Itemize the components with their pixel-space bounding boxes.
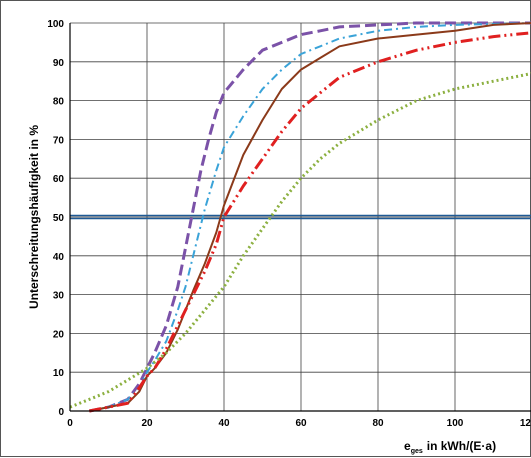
series-line-5 [69, 72, 531, 409]
reference-line-group [70, 214, 531, 220]
y-axis-title: Unterschreitungshäufigkeit in % [27, 125, 41, 309]
series-line-1 [89, 21, 531, 413]
y-tick-label: 10 [53, 368, 65, 379]
x-tick-label: 0 [67, 418, 73, 429]
x-tick-label: 20 [141, 418, 153, 429]
tick-labels: 0 10 20 30 40 50 60 70 80 90 100 0 20 40 60 80 100 12 [47, 19, 531, 429]
series-line-2 [89, 22, 531, 412]
x-tick-label: 80 [372, 418, 384, 429]
series-group [69, 21, 531, 413]
x-tick-label: 40 [218, 418, 230, 429]
y-tick-label: 90 [53, 58, 65, 69]
series-line-3 [89, 22, 531, 412]
x-axis-title: eges in kWh/(E·a) [404, 439, 496, 455]
x-axis-title-variable: e [404, 439, 411, 453]
grid [70, 22, 531, 412]
y-tick-label: 70 [53, 135, 65, 146]
x-tick-label: 60 [295, 418, 307, 429]
y-tick-label: 60 [53, 174, 65, 185]
y-tick-label: 20 [53, 329, 65, 340]
x-tick-label: 12 [520, 418, 531, 429]
x-tick-label: 100 [447, 418, 464, 429]
y-tick-label: 40 [53, 252, 65, 263]
axes [69, 23, 531, 412]
y-tick-label: 50 [53, 213, 65, 224]
x-axis-title-subscript: ges [411, 448, 423, 455]
y-tick-label: 30 [53, 291, 65, 302]
y-tick-label: 100 [47, 19, 64, 30]
y-tick-label: 0 [58, 407, 64, 418]
y-tick-label: 80 [53, 97, 65, 108]
x-axis-title-unit: in kWh/(E·a) [427, 439, 496, 453]
series-line-4 [89, 31, 531, 413]
